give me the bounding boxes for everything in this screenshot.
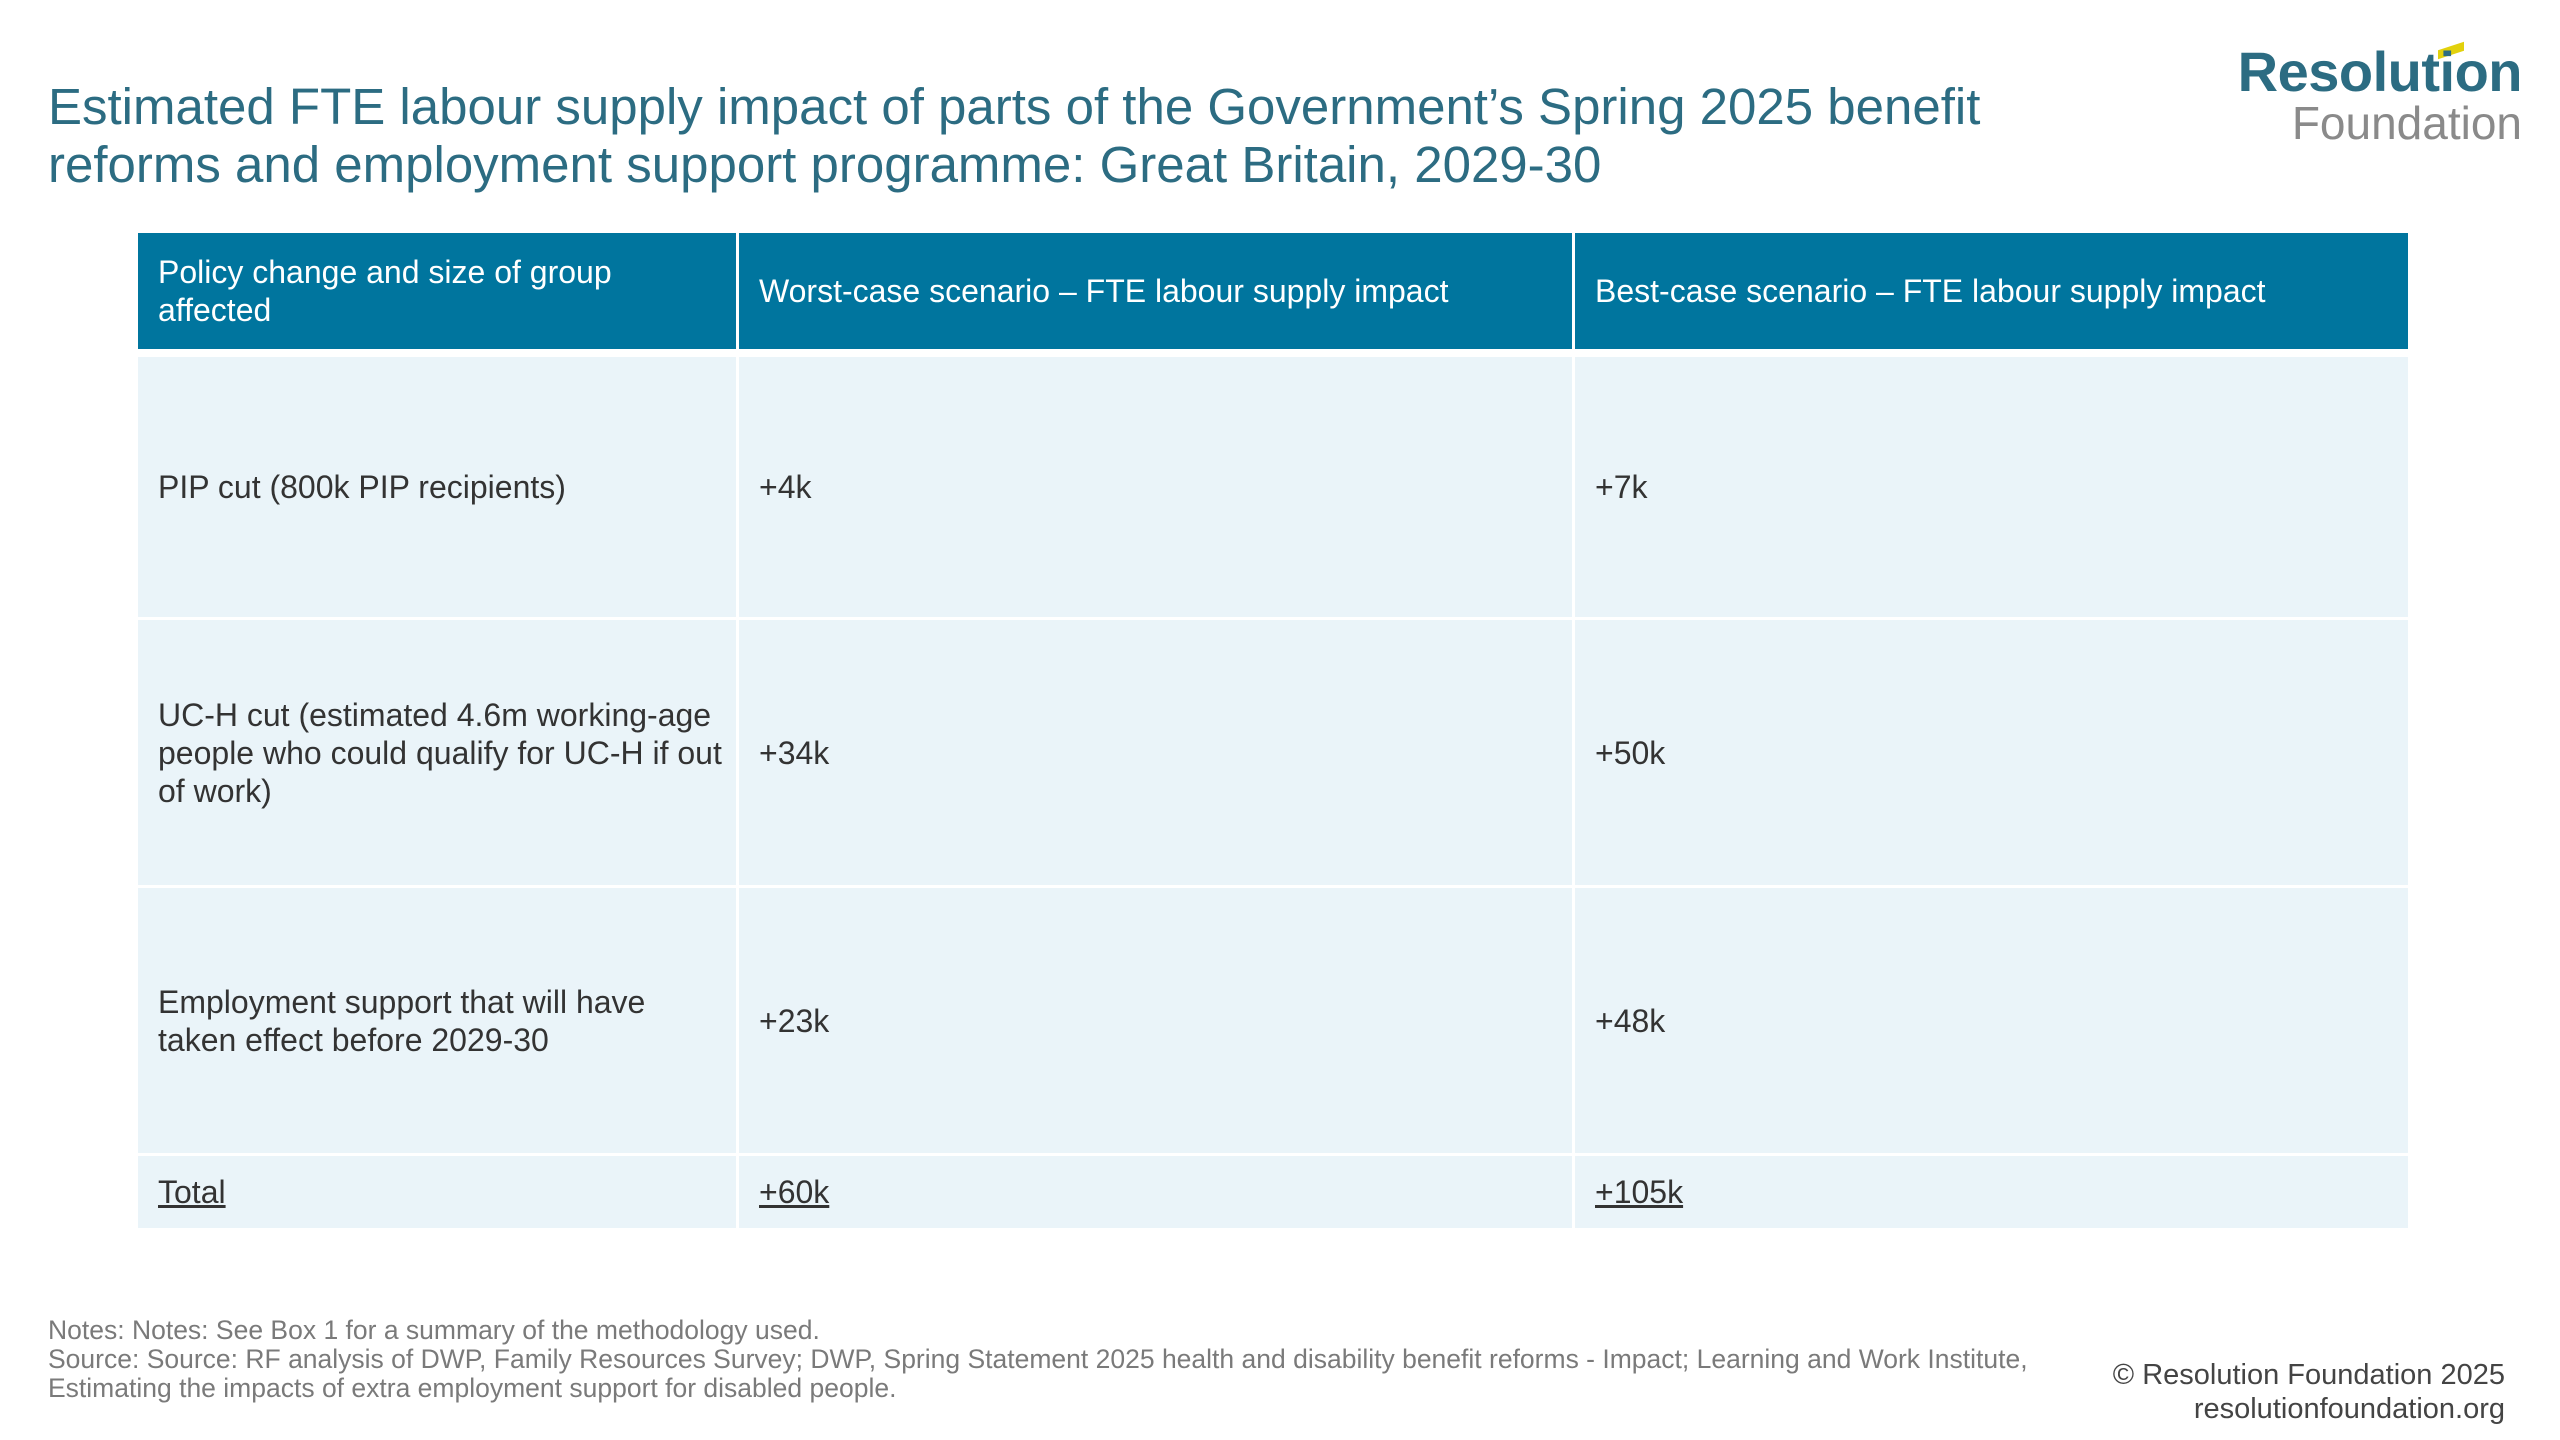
notes-text: Notes: Notes: See Box 1 for a summary of… bbox=[48, 1315, 820, 1345]
cell-worst-case: +4k bbox=[736, 349, 1572, 617]
cell-worst-case: +34k bbox=[736, 617, 1572, 885]
header-policy-change: Policy change and size of group affected bbox=[138, 233, 736, 349]
cell-policy: UC-H cut (estimated 4.6m working-age peo… bbox=[138, 617, 736, 885]
table-row: UC-H cut (estimated 4.6m working-age peo… bbox=[138, 617, 2408, 885]
table-row: PIP cut (800k PIP recipients) +4k +7k bbox=[138, 349, 2408, 617]
cell-policy: Employment support that will have taken … bbox=[138, 885, 736, 1153]
source-text: Source: Source: RF analysis of DWP, Fami… bbox=[48, 1344, 2028, 1403]
total-worst-case: +60k bbox=[736, 1153, 1572, 1228]
header-worst-case: Worst-case scenario – FTE labour supply … bbox=[736, 233, 1572, 349]
cell-best-case: +50k bbox=[1572, 617, 2408, 885]
footer-credits: © Resolution Foundation 2025 resolutionf… bbox=[2113, 1358, 2505, 1426]
total-best-case: +105k bbox=[1572, 1153, 2408, 1228]
logo-text-foundation: Foundation bbox=[2291, 97, 2522, 149]
table-header-row: Policy change and size of group affected… bbox=[138, 233, 2408, 349]
notes-and-source: Notes: Notes: See Box 1 for a summary of… bbox=[48, 1316, 2088, 1403]
page-title: Estimated FTE labour supply impact of pa… bbox=[48, 78, 1981, 194]
cell-best-case: +7k bbox=[1572, 349, 2408, 617]
logo-text-resolution: Resolution bbox=[2237, 40, 2523, 103]
cell-policy: PIP cut (800k PIP recipients) bbox=[138, 349, 736, 617]
impact-table-container: Policy change and size of group affected… bbox=[138, 233, 2408, 1228]
copyright-text: © Resolution Foundation 2025 bbox=[2112, 1359, 2505, 1391]
table-row: Employment support that will have taken … bbox=[138, 885, 2408, 1153]
header-best-case: Best-case scenario – FTE labour supply i… bbox=[1572, 233, 2408, 349]
impact-table: Policy change and size of group affected… bbox=[138, 233, 2408, 1228]
cell-worst-case: +23k bbox=[736, 885, 1572, 1153]
table-total-row: Total +60k +105k bbox=[138, 1153, 2408, 1228]
resolution-foundation-logo: Resolution Foundation bbox=[2202, 40, 2523, 149]
website-text: resolutionfoundation.org bbox=[2193, 1393, 2505, 1425]
cell-best-case: +48k bbox=[1572, 885, 2408, 1153]
total-label: Total bbox=[138, 1153, 736, 1228]
